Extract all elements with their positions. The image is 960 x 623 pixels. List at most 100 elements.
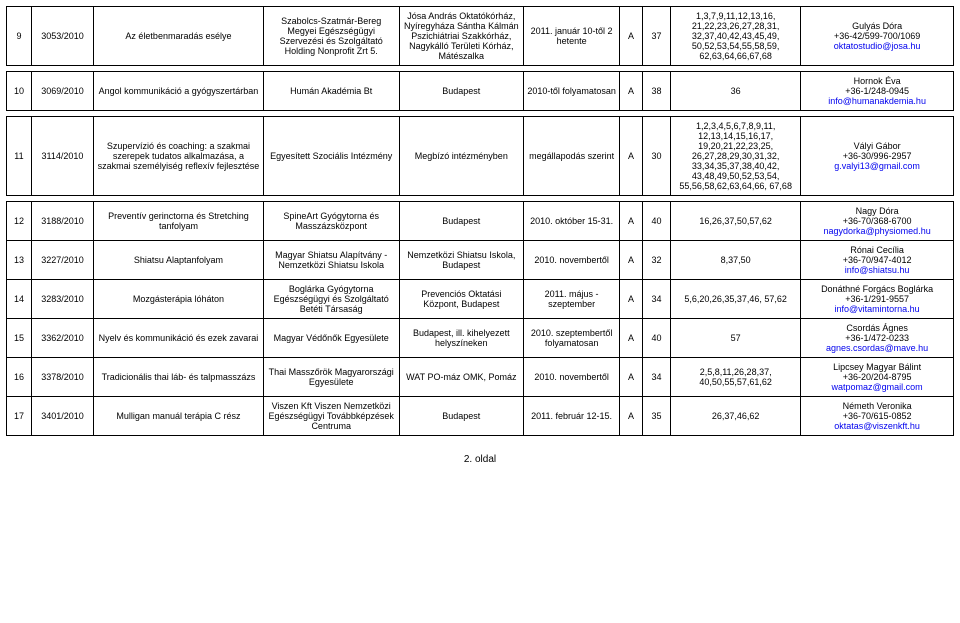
organizer: Boglárka Gyógytorna Egészségügyi és Szol… — [263, 280, 399, 319]
organizer: Magyar Védőnők Egyesülete — [263, 319, 399, 358]
organizer: Thai Masszőrök Magyarországi Egyesülete — [263, 358, 399, 397]
contact-cell: Vályi Gábor+36-30/996-2957g.valyi13@gmai… — [801, 117, 954, 196]
points: 34 — [642, 358, 670, 397]
date: 2011. május - szeptember — [524, 280, 620, 319]
contact-name: Vályi Gábor — [804, 141, 950, 151]
contact-email: info@shiatsu.hu — [804, 265, 950, 275]
level: A — [620, 7, 643, 66]
contact-name: Németh Veronika — [804, 401, 950, 411]
course-title: Mozgásterápia lóháton — [94, 280, 264, 319]
course-title: Preventív gerinctorna és Stretching tanf… — [94, 202, 264, 241]
location: Nemzetközi Shiatsu Iskola, Budapest — [399, 241, 523, 280]
table-row: 133227/2010Shiatsu AlaptanfolyamMagyar S… — [7, 241, 954, 280]
contact-phone: +36-1/472-0233 — [804, 333, 950, 343]
codes: 1,2,3,4,5,6,7,8,9,11, 12,13,14,15,16,17,… — [671, 117, 801, 196]
codes: 16,26,37,50,57,62 — [671, 202, 801, 241]
table-row: 113114/2010Szupervízió és coaching: a sz… — [7, 117, 954, 196]
table-row: 103069/2010Angol kommunikáció a gyógysze… — [7, 72, 954, 111]
course-title: Az életbenmaradás esélye — [94, 7, 264, 66]
course-title: Mulligan manuál terápia C rész — [94, 397, 264, 436]
points: 30 — [642, 117, 670, 196]
contact-phone: +36-1/248-0945 — [804, 86, 950, 96]
date: 2011. február 12-15. — [524, 397, 620, 436]
codes: 8,37,50 — [671, 241, 801, 280]
contact-phone: +36-20/204-8795 — [804, 372, 950, 382]
contact-email: watpomaz@gmail.com — [804, 382, 950, 392]
codes: 2,5,8,11,26,28,37, 40,50,55,57,61,62 — [671, 358, 801, 397]
date: 2011. január 10-től 2 hetente — [524, 7, 620, 66]
location: WAT PO-máz OMK, Pomáz — [399, 358, 523, 397]
codes: 1,3,7,9,11,12,13,16, 21,22,23,26,27,28,3… — [671, 7, 801, 66]
points: 32 — [642, 241, 670, 280]
row-number: 14 — [7, 280, 32, 319]
level: A — [620, 202, 643, 241]
row-number: 9 — [7, 7, 32, 66]
table-row: 93053/2010Az életbenmaradás esélyeSzabol… — [7, 7, 954, 66]
location: Budapest — [399, 397, 523, 436]
contact-phone: +36-30/996-2957 — [804, 151, 950, 161]
date: megállapodás szerint — [524, 117, 620, 196]
organizer: Egyesített Szociális Intézmény — [263, 117, 399, 196]
training-table: 93053/2010Az életbenmaradás esélyeSzabol… — [6, 6, 954, 436]
contact-name: Nagy Dóra — [804, 206, 950, 216]
contact-email: oktatas@viszenkft.hu — [804, 421, 950, 431]
contact-phone: +36-70/615-0852 — [804, 411, 950, 421]
organizer: Humán Akadémia Bt — [263, 72, 399, 111]
level: A — [620, 319, 643, 358]
points: 40 — [642, 202, 670, 241]
points: 34 — [642, 280, 670, 319]
contact-cell: Donáthné Forgács Boglárka+36-1/291-9557i… — [801, 280, 954, 319]
contact-email: info@humanakdemia.hu — [804, 96, 950, 106]
location: Megbízó intézményben — [399, 117, 523, 196]
organizer: SpineArt Gyógytorna és Masszázsközpont — [263, 202, 399, 241]
reg-number: 3362/2010 — [31, 319, 93, 358]
location: Budapest — [399, 202, 523, 241]
level: A — [620, 280, 643, 319]
contact-cell: Lipcsey Magyar Bálint+36-20/204-8795watp… — [801, 358, 954, 397]
date: 2010-től folyamatosan — [524, 72, 620, 111]
table-row: 123188/2010Preventív gerinctorna és Stre… — [7, 202, 954, 241]
contact-name: Csordás Ágnes — [804, 323, 950, 333]
contact-email: g.valyi13@gmail.com — [804, 161, 950, 171]
level: A — [620, 72, 643, 111]
date: 2010. október 15-31. — [524, 202, 620, 241]
organizer: Szabolcs-Szatmár-Bereg Megyei Egészségüg… — [263, 7, 399, 66]
date: 2010. szeptembertől folyamatosan — [524, 319, 620, 358]
contact-cell: Nagy Dóra+36-70/368-6700nagydorka@physio… — [801, 202, 954, 241]
codes: 36 — [671, 72, 801, 111]
contact-cell: Gulyás Dóra+36-42/599-700/1069oktatostud… — [801, 7, 954, 66]
course-title: Shiatsu Alaptanfolyam — [94, 241, 264, 280]
reg-number: 3227/2010 — [31, 241, 93, 280]
course-title: Nyelv és kommunikáció és ezek zavarai — [94, 319, 264, 358]
table-row: 173401/2010Mulligan manuál terápia C rés… — [7, 397, 954, 436]
contact-email: info@vitamintorna.hu — [804, 304, 950, 314]
contact-email: oktatostudio@josa.hu — [804, 41, 950, 51]
contact-cell: Németh Veronika+36-70/615-0852oktatas@vi… — [801, 397, 954, 436]
codes: 26,37,46,62 — [671, 397, 801, 436]
contact-phone: +36-70/947-4012 — [804, 255, 950, 265]
level: A — [620, 358, 643, 397]
row-number: 10 — [7, 72, 32, 111]
row-number: 16 — [7, 358, 32, 397]
points: 35 — [642, 397, 670, 436]
course-title: Szupervízió és coaching: a szakmai szere… — [94, 117, 264, 196]
contact-email: nagydorka@physiomed.hu — [804, 226, 950, 236]
codes: 57 — [671, 319, 801, 358]
contact-cell: Rónai Cecília+36-70/947-4012info@shiatsu… — [801, 241, 954, 280]
table-row: 163378/2010Tradicionális thai láb- és ta… — [7, 358, 954, 397]
course-title: Angol kommunikáció a gyógyszertárban — [94, 72, 264, 111]
points: 38 — [642, 72, 670, 111]
reg-number: 3114/2010 — [31, 117, 93, 196]
page-footer: 2. oldal — [6, 454, 954, 465]
contact-name: Lipcsey Magyar Bálint — [804, 362, 950, 372]
location: Jósa András Oktatókórház, Nyíregyháza Sá… — [399, 7, 523, 66]
reg-number: 3401/2010 — [31, 397, 93, 436]
contact-name: Rónai Cecília — [804, 245, 950, 255]
codes: 5,6,20,26,35,37,46, 57,62 — [671, 280, 801, 319]
organizer: Magyar Shiatsu Alapítvány - Nemzetközi S… — [263, 241, 399, 280]
row-number: 15 — [7, 319, 32, 358]
reg-number: 3188/2010 — [31, 202, 93, 241]
contact-phone: +36-1/291-9557 — [804, 294, 950, 304]
level: A — [620, 117, 643, 196]
location: Budapest, ill. kihelyezett helyszíneken — [399, 319, 523, 358]
